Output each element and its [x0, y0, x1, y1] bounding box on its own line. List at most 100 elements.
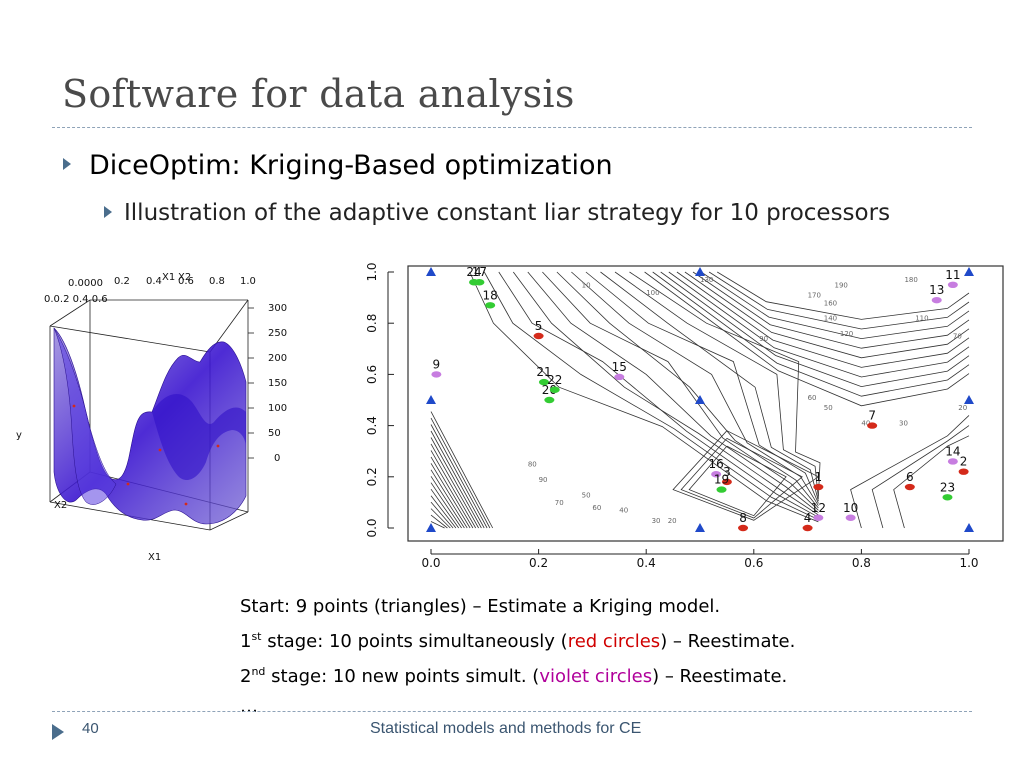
contour-label: 110	[915, 315, 928, 323]
contour-line	[556, 271, 819, 509]
caption-red-circles: red circles	[567, 631, 661, 652]
caption-line-2: 1st stage: 10 points simultaneously (red…	[240, 622, 795, 657]
z-tick-label: 150	[268, 378, 287, 389]
contour-line	[430, 411, 494, 529]
contour-label: 50	[582, 491, 591, 499]
point-label: 20	[542, 383, 557, 397]
x-axis: 0.0 0.2 0.4 0.6 0.8 1.0	[421, 549, 979, 570]
y-tick-label: 0.4	[365, 416, 379, 435]
surface-back-fold	[152, 393, 246, 481]
contour-line	[708, 271, 970, 330]
initial-design-triangle	[426, 523, 436, 532]
contour-line	[700, 271, 970, 340]
x-tick-label: 0.2	[114, 276, 130, 287]
x-tick-label: 0.6	[178, 276, 194, 287]
contour-line	[430, 508, 451, 529]
contour-label: 100	[646, 289, 659, 297]
contour-line	[676, 271, 970, 368]
contour-line	[668, 271, 970, 378]
contour-label: 140	[824, 315, 837, 323]
contour-line	[430, 476, 465, 529]
point-label: 8	[739, 511, 747, 525]
z-tick-label: 100	[268, 403, 287, 414]
caption-ordinal: 2	[240, 666, 252, 687]
red-circle-point	[802, 524, 813, 532]
contour-line	[614, 271, 819, 499]
x-tick-label: 1.0	[959, 556, 978, 570]
contour-line	[430, 482, 462, 529]
x-tick-label: 0.0	[421, 556, 440, 570]
contour-line	[692, 271, 970, 349]
red-circle-point	[958, 468, 969, 475]
contour-line	[716, 271, 970, 320]
caption-sup: nd	[251, 665, 266, 678]
z-axis-labels: 300 250 200 150 100 50 0	[268, 303, 287, 464]
overlap-ticks-left: 0.0.2 0.4 0.6	[44, 294, 108, 305]
caption-violet-circles: violet circles	[539, 666, 653, 687]
point-label: 15	[612, 360, 627, 374]
caption-line-4: …	[240, 696, 258, 717]
contour-line	[512, 271, 819, 516]
contour-line	[430, 430, 485, 529]
point-label: 24	[466, 265, 481, 279]
caption-sup: st	[251, 630, 262, 643]
x-tick-label: 0.6	[744, 556, 763, 570]
y-tick-label: 0.8	[365, 314, 379, 333]
slide-title: Software for data analysis	[62, 72, 575, 116]
z-tick-label: 50	[268, 428, 281, 439]
contour-line	[430, 450, 477, 529]
contour-line	[585, 271, 819, 504]
bullet-2-text: Illustration of the adaptive constant li…	[124, 200, 891, 226]
contour-label: 130	[700, 276, 713, 284]
x-axis-top-labels: 0.2 0.4 0.6 0.8 1.0 X1 X2 0.0000 0.0.2 0…	[44, 272, 256, 305]
surface-x1-label: X1	[148, 552, 161, 563]
contour-line	[430, 514, 448, 529]
contour-line	[430, 437, 482, 529]
green-circle-point	[485, 302, 496, 309]
initial-design-triangle	[695, 267, 705, 276]
caption-text: stage: 10 new points simult. (	[265, 666, 540, 687]
plot-frame	[407, 265, 1004, 542]
bullet-1-text: DiceOptim: Kriging-Based optimization	[89, 150, 613, 181]
contour-label: 190	[835, 281, 848, 289]
surface-points	[72, 404, 220, 506]
contour-label: 40	[619, 507, 628, 515]
contour-line	[430, 417, 491, 529]
violet-circle-point	[845, 514, 856, 521]
contour-line	[430, 424, 488, 529]
contour-loop	[688, 445, 787, 517]
point-label: 9	[433, 357, 441, 371]
contour-line	[430, 495, 457, 529]
caption-text: stage: 10 points simultaneously (	[261, 631, 568, 652]
point-label: 1	[815, 470, 823, 484]
red-circle-point	[533, 332, 544, 340]
contour-label: 70	[555, 499, 564, 507]
contour-line	[430, 501, 454, 529]
point-label: 3	[723, 465, 731, 479]
z-tick-label: 200	[268, 353, 287, 364]
contour-loop	[680, 438, 803, 519]
red-circle-point	[904, 483, 915, 491]
contour-line	[684, 271, 970, 359]
z-tick-label: 250	[268, 328, 287, 339]
bullet-triangle-icon	[63, 157, 71, 170]
initial-design-triangle	[695, 395, 705, 404]
initial-design-triangle	[964, 395, 974, 404]
contour-line	[660, 271, 970, 388]
contour-label: 180	[904, 276, 917, 284]
contour-label: 90	[539, 476, 548, 484]
point-label: 18	[483, 288, 498, 302]
point-label: 19	[714, 473, 729, 487]
contour-line	[542, 271, 819, 511]
point-label: 11	[945, 268, 960, 282]
caption-ordinal: 1	[240, 631, 252, 652]
contour-label: 70	[953, 333, 962, 341]
contour-line	[469, 271, 819, 523]
red-circle-point	[813, 483, 824, 491]
contour-label: 160	[824, 299, 837, 307]
bullet-level-2: Illustration of the adaptive constant li…	[104, 200, 890, 226]
x-tick-label: 0.2	[529, 556, 548, 570]
caption: Start: 9 points (triangles) – Estimate a…	[240, 592, 795, 722]
z-tick-label: 300	[268, 303, 287, 314]
contour-line	[430, 456, 474, 529]
